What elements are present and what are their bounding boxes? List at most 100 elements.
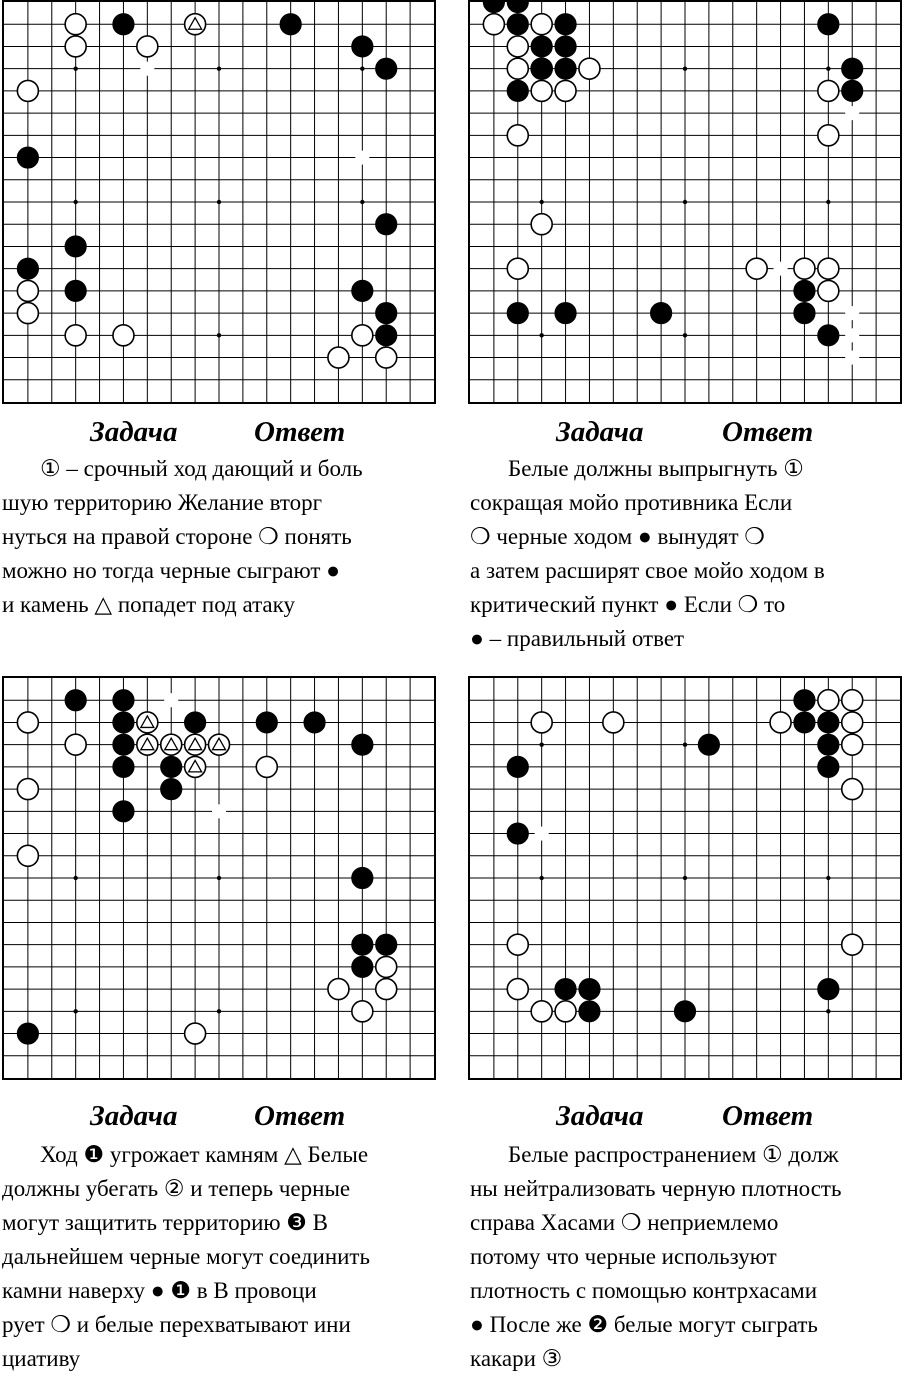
- hoshi-point: [73, 1009, 78, 1014]
- black-stone: [697, 733, 720, 756]
- black-stone: [112, 733, 135, 756]
- white-stone: [16, 279, 40, 303]
- white-stone: [374, 955, 398, 979]
- answer-heading-2: Ответ: [722, 416, 814, 448]
- black-stone: [351, 955, 374, 978]
- problem-heading-1: Задача: [90, 416, 178, 448]
- white-stone: [840, 777, 864, 801]
- white-stone: [840, 711, 864, 734]
- problem-heading-3: Задача: [90, 1100, 178, 1132]
- hoshi-point: [360, 199, 365, 205]
- black-stone: [64, 279, 87, 302]
- white-stone: [840, 733, 864, 756]
- black-stone: [506, 79, 529, 102]
- white-stone: [64, 12, 87, 36]
- erased-point-marker: [845, 106, 860, 121]
- erased-point-marker: [845, 306, 860, 321]
- problem-heading-4: Задача: [556, 1100, 644, 1132]
- triangle-mark-icon: [163, 736, 179, 751]
- erased-point-marker: [140, 61, 155, 76]
- panel-1-text: ① – срочный ход дающий и боль шую террит…: [2, 452, 442, 622]
- panel-3-line-5: камни наверху ● ❶ в B провоци: [2, 1278, 317, 1303]
- go-board-1: [2, 0, 436, 404]
- marked-white-stone: [183, 755, 207, 779]
- triangle-mark-icon: [187, 759, 203, 773]
- hoshi-point: [682, 742, 688, 747]
- answer-heading-4: Ответ: [722, 1100, 814, 1132]
- hoshi-point: [539, 742, 544, 747]
- white-stone: [793, 257, 816, 280]
- black-stone: [351, 279, 374, 302]
- black-stone: [793, 711, 816, 734]
- black-stone: [554, 13, 577, 36]
- panel-3-line-4: дальнейшем черные могут соединить: [2, 1244, 370, 1269]
- black-stone: [375, 302, 398, 325]
- panel-3-line-3: могут защитить территорию ❸ В: [2, 1210, 329, 1235]
- hoshi-point: [73, 875, 78, 881]
- panel-2-line-1: Белые должны выпрыгнуть ①: [508, 456, 804, 481]
- go-board-svg-3: [2, 676, 436, 1080]
- white-stone: [16, 79, 40, 103]
- black-stone: [64, 235, 87, 258]
- triangle-mark-icon: [187, 736, 203, 751]
- answer-heading-3: Ответ: [254, 1100, 346, 1132]
- panel-4-text: Белые распространением ① долж ны нейтрал…: [470, 1138, 909, 1376]
- hoshi-point: [539, 199, 544, 205]
- hoshi-point: [216, 333, 222, 338]
- erased-point-marker: [164, 693, 179, 708]
- answer-heading-1: Ответ: [254, 416, 346, 448]
- black-stone: [16, 257, 39, 280]
- black-stone: [506, 13, 529, 36]
- black-stone: [530, 35, 553, 58]
- white-stone: [817, 79, 840, 103]
- black-stone: [650, 302, 673, 325]
- black-stone: [793, 279, 816, 302]
- erased-point-marker: [355, 150, 370, 165]
- white-stone: [506, 124, 530, 147]
- black-stone: [351, 866, 374, 890]
- hoshi-point: [216, 199, 222, 205]
- hoshi-point: [682, 333, 688, 338]
- black-stone: [351, 35, 374, 58]
- go-board-4: [468, 676, 902, 1080]
- white-stone: [351, 1000, 374, 1023]
- black-stone: [554, 302, 577, 325]
- triangle-mark-icon: [187, 16, 203, 30]
- white-stone: [482, 12, 506, 36]
- black-stone: [375, 213, 398, 236]
- white-stone: [840, 688, 864, 712]
- white-stone: [112, 324, 135, 347]
- hoshi-point: [539, 333, 544, 338]
- black-stone: [554, 57, 577, 80]
- black-stone: [112, 13, 135, 36]
- black-stone: [578, 1000, 601, 1023]
- black-stone: [255, 711, 278, 734]
- hoshi-point: [539, 875, 544, 881]
- white-stone: [840, 933, 864, 956]
- white-stone: [530, 79, 553, 103]
- white-stone: [506, 933, 530, 956]
- marked-white-stone: [207, 733, 231, 756]
- white-stone: [554, 79, 577, 103]
- panel-1-line-1: ① – срочный ход дающий и боль: [40, 456, 363, 481]
- black-stone: [554, 978, 577, 1001]
- go-board-svg-1: [2, 0, 436, 404]
- white-stone: [745, 257, 768, 280]
- hoshi-point: [216, 66, 222, 71]
- panel-4-line-3: справа Хасами ❍ неприемлемо: [470, 1210, 779, 1235]
- panel-2-text: Белые должны выпрыгнуть ① сокращая мойо …: [470, 452, 909, 656]
- white-stone: [64, 733, 87, 756]
- hoshi-point: [73, 66, 78, 71]
- panel-4-line-1: Белые распространением ① долж: [508, 1142, 839, 1167]
- panel-2-line-6: ● – правильный ответ: [470, 626, 685, 651]
- panel-2-line-5: критический пункт ● Если ❍ то: [470, 592, 786, 617]
- black-stone: [506, 0, 529, 14]
- panel-2-line-4: а затем расширят свое мойо ходом в: [470, 558, 825, 583]
- hoshi-point: [826, 199, 831, 205]
- panel-1-line-5: и камень △ попадет под атаку: [2, 592, 295, 617]
- black-stone: [351, 933, 374, 956]
- triangle-mark-icon: [139, 714, 155, 729]
- white-stone: [578, 57, 601, 80]
- black-stone: [817, 711, 840, 734]
- panel-1-line-3: нуться на правой стороне ❍ понять: [2, 524, 352, 549]
